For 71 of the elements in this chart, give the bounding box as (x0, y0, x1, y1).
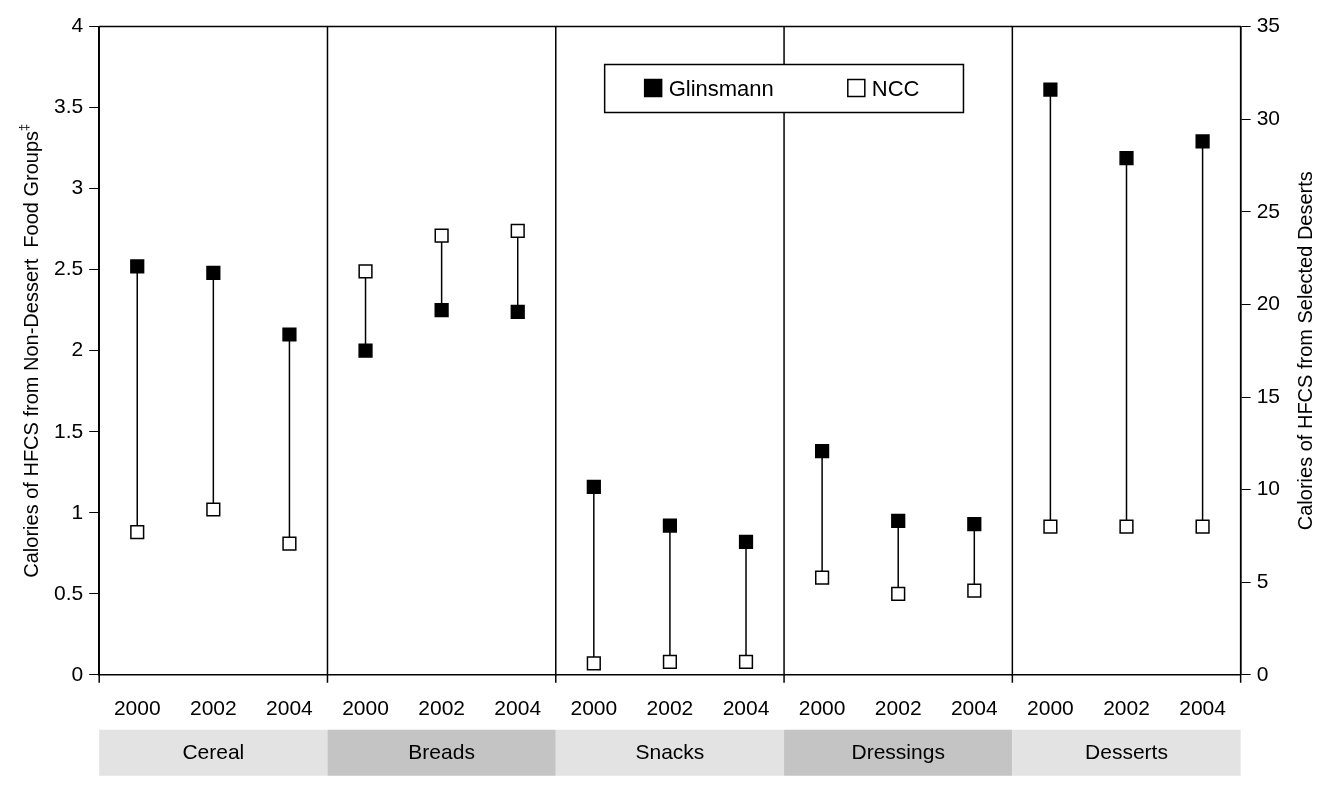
point (434, 303, 449, 318)
y2-tick-label: 0 (1256, 661, 1269, 685)
text: Dressings (851, 739, 945, 763)
point (586, 656, 601, 671)
y-tick-label: 3.5 (53, 94, 84, 118)
point (510, 304, 525, 319)
point (130, 259, 145, 274)
text: Breads (408, 739, 475, 763)
x-tick-label: 2000 (1027, 696, 1074, 720)
y-axis-title: Calories of HFCS from Non-Dessert Food Groups‡ (15, 123, 42, 578)
text: Cereal (182, 739, 245, 763)
y-tick-label: 1.5 (53, 418, 84, 442)
x-tick-label: 2000 (342, 696, 389, 720)
x-tick-label: 2004 (494, 696, 542, 720)
point (738, 654, 754, 669)
point (967, 516, 982, 532)
x-tick-label: 2004 (1179, 696, 1227, 720)
point (206, 502, 221, 517)
point (358, 343, 373, 358)
x-tick-label: 2002 (1103, 696, 1150, 720)
point (967, 583, 982, 598)
text: Desserts (1085, 739, 1168, 763)
point (358, 264, 373, 279)
point (1119, 150, 1134, 166)
x-tick-label: 2000 (113, 696, 161, 720)
y-tick-label: 3 (71, 175, 84, 199)
point (891, 513, 906, 528)
point (662, 654, 678, 669)
y2-tick-label: 20 (1256, 291, 1280, 315)
x-tick-label: 2000 (798, 696, 846, 720)
point (1043, 519, 1058, 534)
x-tick-label: 2002 (189, 696, 237, 720)
point (586, 479, 601, 494)
point (510, 223, 525, 238)
x-tick-label: 2002 (646, 696, 694, 720)
y2-tick-label: 30 (1256, 106, 1280, 129)
point (891, 586, 906, 601)
y2-tick-label: 25 (1256, 198, 1280, 222)
x-tick-label: 2004 (722, 696, 770, 720)
y-tick-label: 1 (71, 499, 84, 523)
point (815, 570, 830, 585)
legend-label: NCC (871, 75, 920, 101)
point (1043, 82, 1058, 97)
point (1119, 519, 1134, 534)
y2-tick-label: 5 (1256, 569, 1269, 592)
y2-tick-label: 10 (1256, 476, 1280, 500)
y2-tick-label: 15 (1256, 383, 1280, 407)
point (815, 444, 830, 459)
text: Snacks (635, 739, 705, 763)
x-tick-label: 2004 (266, 696, 314, 720)
x-tick-label: 2004 (950, 696, 998, 720)
point (1195, 519, 1210, 534)
point (434, 228, 449, 243)
x-tick-label: 2002 (418, 696, 465, 720)
y-tick-label: 4 (71, 13, 84, 37)
point (282, 536, 297, 551)
legend-label: Glinsmann (668, 75, 774, 101)
y2-axis-title: Calories of HFCS from Selected Deserts (1293, 171, 1316, 531)
y-tick-label: 0 (71, 661, 84, 685)
x-tick-label: 2000 (570, 696, 618, 720)
y2-tick-label: 35 (1256, 13, 1280, 37)
y-tick-label: 0.5 (53, 580, 84, 604)
y-tick-label: 2 (71, 337, 84, 361)
x-tick-label: 2002 (874, 696, 922, 720)
point (1195, 134, 1210, 149)
y-tick-label: 2.5 (53, 256, 84, 280)
point (130, 525, 145, 540)
point (662, 518, 678, 533)
point (738, 534, 754, 550)
point (206, 265, 221, 281)
point (282, 327, 297, 342)
